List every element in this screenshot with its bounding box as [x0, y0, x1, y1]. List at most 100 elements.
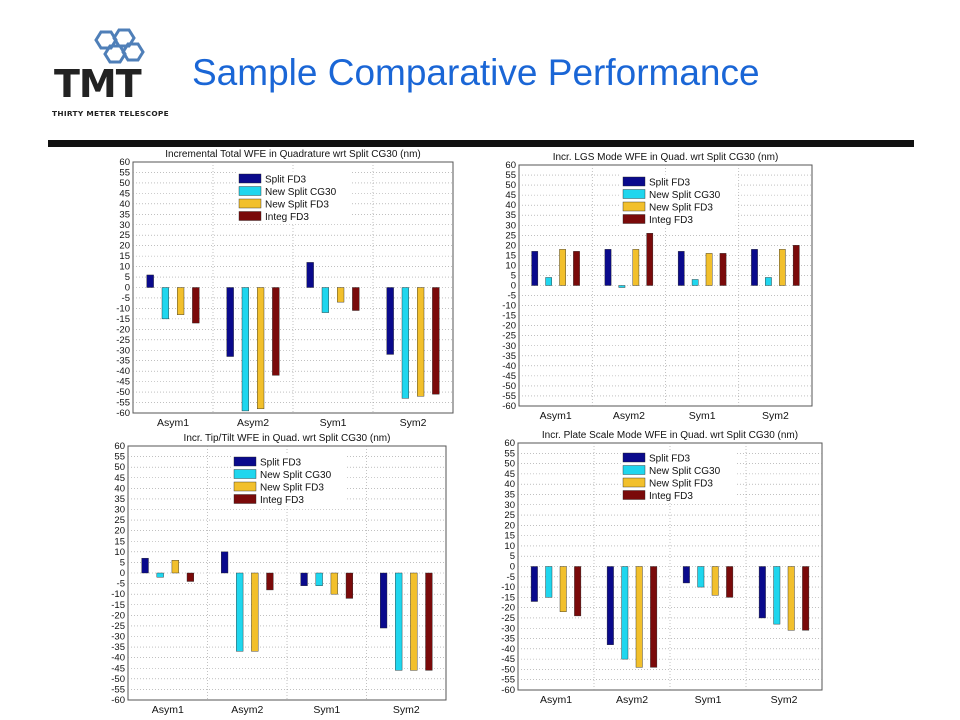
y-tick-label: -55	[111, 684, 125, 695]
x-tick-label: Sym1	[313, 704, 340, 716]
y-tick-label: 40	[505, 200, 516, 211]
bar-integ-fd3-asym1	[574, 566, 582, 617]
y-tick-label: 45	[114, 473, 125, 484]
x-tick-label: Asym1	[540, 410, 572, 422]
y-tick-label: 30	[119, 220, 130, 231]
chart-title: Incr. Plate Scale Mode WFE in Quad. wrt …	[542, 430, 798, 441]
bar-new-split-cg30-sym1	[691, 279, 699, 286]
y-tick-label: 50	[119, 178, 130, 189]
y-tick-label: 40	[504, 479, 515, 490]
bar-new-split-fd3-sym2	[417, 287, 425, 397]
bar-integ-fd3-sym2	[425, 572, 433, 671]
y-tick-label: -40	[116, 366, 130, 377]
y-tick-label: 0	[125, 283, 130, 294]
bar-new-split-cg30-sym2	[765, 277, 772, 286]
x-tick-label: Asym2	[237, 417, 269, 429]
title-divider	[48, 140, 914, 147]
x-tick-label: Sym2	[771, 694, 798, 706]
y-tick-label: -50	[111, 674, 125, 685]
y-tick-label: -20	[502, 321, 516, 332]
x-tick-label: Asym2	[231, 704, 263, 716]
legend-label: New Split CG30	[265, 187, 337, 198]
y-tick-label: 40	[114, 483, 125, 494]
y-tick-label: -40	[501, 644, 515, 655]
chart-title: Incr. LGS Mode WFE in Quad. wrt Split CG…	[553, 152, 779, 163]
y-tick-label: -45	[111, 663, 125, 674]
y-tick-label: 30	[504, 500, 515, 511]
legend-swatch	[622, 189, 646, 199]
y-tick-label: 15	[119, 251, 130, 262]
y-tick-label: 5	[511, 270, 516, 281]
y-tick-label: -5	[507, 572, 515, 583]
legend-label: Integ FD3	[649, 491, 693, 502]
legend-label: Integ FD3	[265, 212, 309, 223]
chart-2: Incr. LGS Mode WFE in Quad. wrt Split CG…	[502, 152, 813, 422]
y-tick-label: -55	[502, 391, 516, 402]
y-tick-label: -35	[502, 351, 516, 362]
y-tick-label: -20	[111, 610, 125, 621]
bar-split-fd3-asym2	[226, 287, 234, 357]
y-tick-label: -20	[501, 603, 515, 614]
y-tick-label: -5	[508, 291, 516, 302]
x-tick-label: Sym1	[695, 694, 722, 706]
bar-new-split-cg30-sym2	[395, 572, 403, 671]
y-tick-label: -60	[501, 685, 515, 696]
logo-wordmark: TMT	[54, 62, 142, 106]
y-tick-label: -55	[501, 675, 515, 686]
y-tick-label: 55	[114, 452, 125, 463]
legend-swatch	[238, 198, 262, 209]
y-tick-label: -25	[502, 331, 516, 342]
y-tick-label: -5	[122, 293, 130, 304]
bar-integ-fd3-sym1	[352, 287, 360, 311]
y-tick-label: 55	[504, 448, 515, 459]
bar-integ-fd3-asym2	[272, 287, 280, 376]
bar-new-split-fd3-asym2	[632, 249, 640, 286]
y-tick-label: -45	[502, 371, 516, 382]
y-tick-label: -50	[501, 664, 515, 675]
y-tick-label: 50	[505, 180, 516, 191]
y-tick-label: -15	[502, 311, 516, 322]
legend-label: New Split FD3	[649, 479, 713, 490]
bar-split-fd3-asym1	[531, 251, 539, 286]
y-tick-label: 10	[119, 262, 130, 273]
legend-label: New Split CG30	[260, 470, 332, 481]
legend-swatch	[238, 211, 262, 221]
bar-new-split-fd3-asym1	[171, 560, 179, 574]
y-tick-label: 50	[504, 459, 515, 470]
bar-integ-fd3-sym1	[345, 572, 353, 599]
bar-split-fd3-sym1	[682, 566, 690, 584]
y-tick-label: 30	[114, 505, 125, 516]
bar-split-fd3-asym1	[146, 274, 154, 288]
legend-swatch	[622, 477, 646, 488]
bar-integ-fd3-asym1	[573, 251, 580, 286]
bar-new-split-cg30-asym1	[156, 572, 164, 578]
bar-split-fd3-sym2	[380, 572, 388, 629]
x-tick-label: Sym1	[689, 410, 716, 422]
x-tick-label: Asym2	[613, 410, 645, 422]
y-tick-label: 25	[119, 230, 130, 241]
bar-integ-fd3-sym1	[726, 566, 734, 598]
chart-4: Incr. Plate Scale Mode WFE in Quad. wrt …	[501, 430, 823, 706]
y-tick-label: 5	[125, 272, 130, 283]
y-tick-label: -25	[116, 335, 130, 346]
bar-integ-fd3-sym2	[432, 287, 440, 395]
bar-integ-fd3-asym2	[646, 233, 654, 286]
y-tick-label: -60	[111, 695, 125, 706]
y-tick-label: 20	[505, 240, 516, 251]
legend-label: Split FD3	[260, 458, 302, 469]
y-tick-label: -30	[111, 632, 125, 643]
y-tick-label: -10	[111, 589, 125, 600]
bar-new-split-cg30-asym1	[545, 566, 553, 598]
bar-integ-fd3-asym1	[186, 572, 194, 582]
bar-new-split-cg30-sym2	[773, 566, 781, 625]
bar-split-fd3-asym1	[141, 557, 149, 574]
bar-integ-fd3-asym2	[266, 572, 274, 591]
legend-label: New Split CG30	[649, 466, 721, 477]
y-tick-label: 45	[504, 469, 515, 480]
bar-new-split-fd3-sym1	[711, 566, 719, 596]
y-tick-label: -35	[501, 634, 515, 645]
y-tick-label: 15	[114, 536, 125, 547]
x-tick-label: Sym2	[400, 417, 427, 429]
y-tick-label: -30	[502, 341, 516, 352]
